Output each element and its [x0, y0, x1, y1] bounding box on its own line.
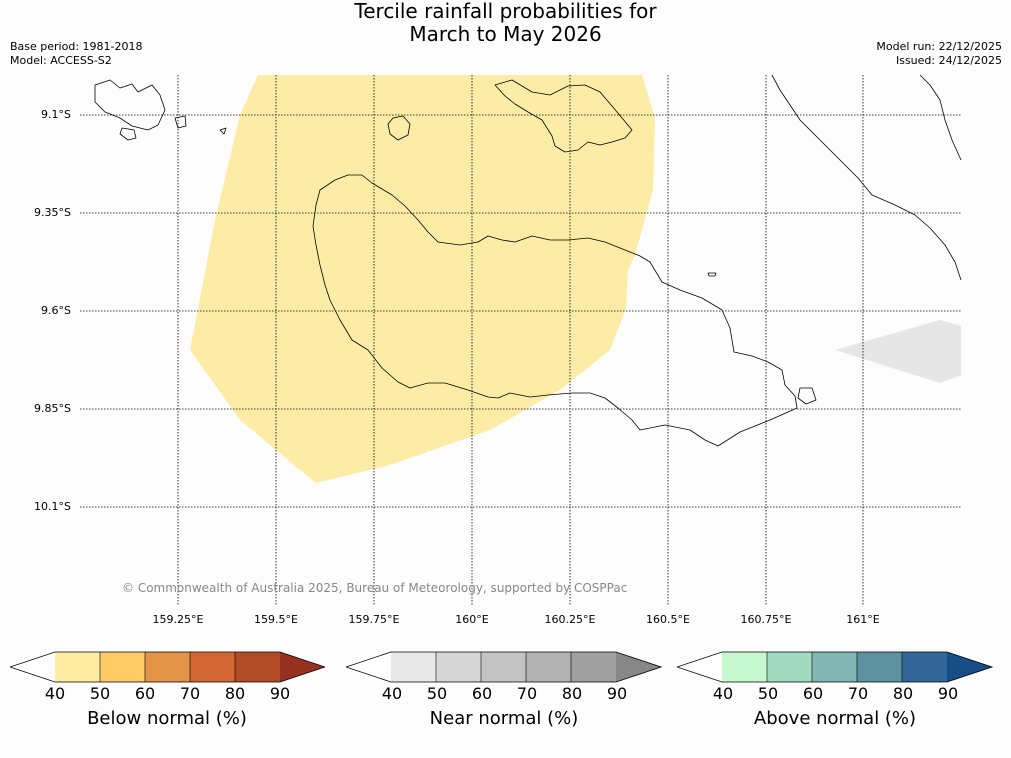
coast-islet-5 [797, 387, 817, 405]
copyright-note: © Commonwealth of Australia 2025, Bureau… [122, 581, 628, 595]
colorbar-segment [481, 652, 526, 682]
colorbar-segment [235, 652, 280, 682]
lon-label-160-75: 160.75°E [740, 613, 792, 626]
colorbar-tick: 70 [516, 684, 538, 703]
colorbar-extend-low [10, 652, 55, 682]
gridlines [80, 75, 961, 605]
colorbar-segment [571, 652, 616, 682]
colorbar-outline [677, 651, 993, 683]
colorbar-tick: 80 [892, 684, 914, 703]
colorbar-tick: 90 [606, 684, 628, 703]
colorbar-tick: 60 [134, 684, 156, 703]
title-line-1: Tercile rainfall probabilities for [354, 0, 657, 23]
colorbar-extend-low [677, 652, 722, 682]
colorbar-extend-high [947, 652, 992, 682]
colorbar-below-normal [10, 651, 325, 683]
colorbar-tick: 70 [179, 684, 201, 703]
colorbar-outline [346, 651, 662, 683]
colorbar-segment [722, 652, 767, 682]
colorbar-segment [100, 652, 145, 682]
colorbar-segment [391, 652, 436, 682]
colorbar-tick: 50 [757, 684, 779, 703]
coast-guadalcanal [312, 174, 798, 447]
lon-label-160-25: 160.25°E [544, 613, 596, 626]
colorbar-segment [145, 652, 190, 682]
coast-malaita-east [919, 74, 962, 161]
colorbar-segment [902, 652, 947, 682]
colorbar-above-normal [677, 651, 993, 683]
colorbar-tick: 40 [381, 684, 403, 703]
model-run: Model run: 22/12/2025 [876, 40, 1002, 53]
meta-left: Base period: 1981-2018 Model: ACCESS-S2 [10, 40, 142, 68]
colorbar-tick: 90 [937, 684, 959, 703]
colorbar-tick: 60 [802, 684, 824, 703]
colorbar-label-above-normal: Above normal (%) [753, 708, 917, 729]
coast-islet-4 [174, 115, 187, 129]
lat-label-9-35: 9.35°S [34, 206, 71, 219]
below-normal-region [190, 75, 655, 483]
lon-label-159-5: 159.5°E [254, 613, 298, 626]
colorbar-segment [55, 652, 100, 682]
lat-label-9-85: 9.85°S [34, 402, 71, 415]
lon-label-159-75: 159.75°E [348, 613, 400, 626]
lon-label-160: 160°E [455, 613, 489, 626]
colorbar-segment [526, 652, 571, 682]
near-normal-region [835, 320, 961, 383]
lon-label-159-25: 159.25°E [152, 613, 204, 626]
colorbar-tick: 90 [269, 684, 291, 703]
coast-malaita [771, 74, 962, 281]
colorbar-tick: 80 [224, 684, 246, 703]
lon-label-161: 161°E [846, 613, 880, 626]
lat-label-9-1: 9.1°S [41, 108, 71, 121]
lat-label-9-6: 9.6°S [41, 304, 71, 317]
colorbar-segment [812, 652, 857, 682]
colorbar-extend-high [616, 652, 661, 682]
colorbar-segment [190, 652, 235, 682]
coast-savo-island [387, 115, 411, 141]
coast-islet-3 [119, 127, 137, 141]
colorbar-tick: 50 [89, 684, 111, 703]
colorbar-tick: 80 [561, 684, 583, 703]
colorbar-near-normal [346, 651, 662, 683]
colorbar-tick: 70 [847, 684, 869, 703]
colorbar-extend-low [346, 652, 391, 682]
colorbar-segment [436, 652, 481, 682]
colorbar-segment [767, 652, 812, 682]
coast-islet-2 [707, 272, 717, 277]
colorbar-tick: 60 [471, 684, 493, 703]
colorbar-outline [10, 651, 325, 683]
chart-title: Tercile rainfall probabilities for March… [0, 0, 1011, 46]
colorbar-label-below-normal: Below normal (%) [87, 708, 247, 729]
title-line-2: March to May 2026 [409, 22, 602, 46]
colorbar-extend-high [280, 652, 325, 682]
issued-date: Issued: 24/12/2025 [895, 54, 1002, 67]
colorbar-label-near-normal: Near normal (%) [429, 708, 579, 729]
base-period: Base period: 1981-2018 [10, 40, 143, 53]
colorbar-tick: 40 [44, 684, 66, 703]
coast-islet-1 [219, 127, 227, 135]
lon-label-160-5: 160.5°E [646, 613, 690, 626]
model-name: Model: ACCESS-S2 [10, 54, 112, 67]
coast-russell-islands [94, 79, 166, 131]
colorbar-tick: 40 [712, 684, 734, 703]
colorbar-tick: 50 [426, 684, 448, 703]
coast-florida-islands [494, 79, 633, 153]
lat-label-10-1: 10.1°S [34, 500, 71, 513]
coastlines [94, 74, 962, 447]
colorbar-segment [857, 652, 902, 682]
meta-right: Model run: 22/12/2025 Issued: 24/12/2025 [876, 40, 1002, 68]
